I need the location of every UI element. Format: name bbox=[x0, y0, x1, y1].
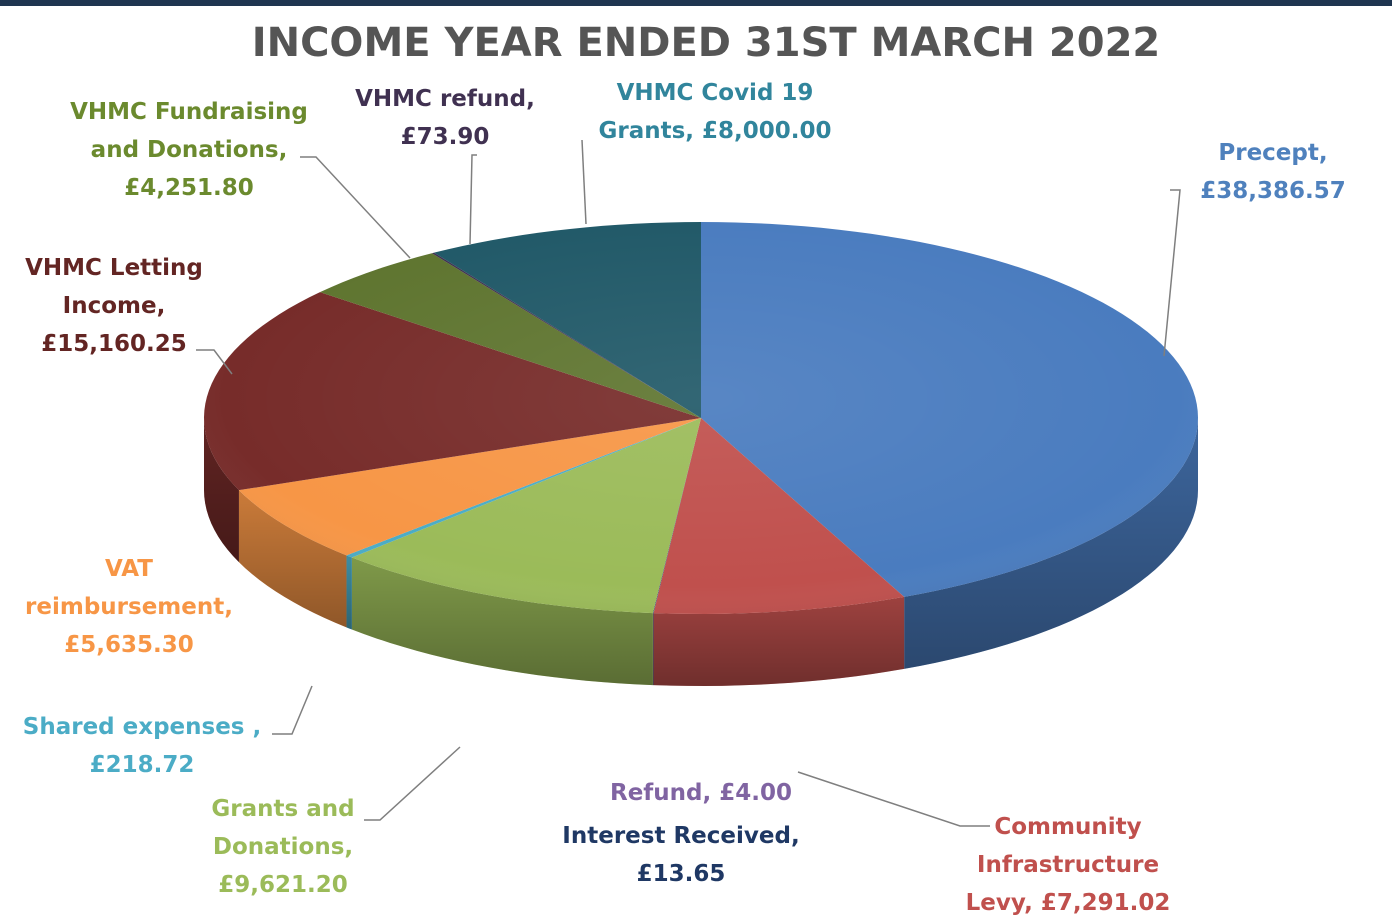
data-label-line: £5,635.30 bbox=[64, 632, 194, 658]
data-label-vhmc-refund: VHMC refund, £73.90 bbox=[355, 86, 535, 150]
leader-line-precept bbox=[1163, 189, 1181, 357]
leader-line-shared-expenses bbox=[272, 685, 313, 735]
data-label-line: VHMC refund, bbox=[355, 86, 535, 112]
leader-lines bbox=[196, 139, 1181, 827]
pie-side-shade-grants-and-donations bbox=[351, 557, 653, 686]
pie-top-faces bbox=[204, 222, 1198, 614]
data-label-line: Grants and bbox=[211, 796, 354, 822]
leader-line-vhmc-fundraising-and-donations bbox=[300, 156, 411, 259]
data-label-line: Interest Received, bbox=[562, 823, 799, 849]
data-label-line: Levy, £7,291.02 bbox=[966, 890, 1171, 916]
data-label-line: £218.72 bbox=[90, 752, 195, 778]
data-label-line: reimbursement, bbox=[25, 594, 233, 620]
window-top-border bbox=[0, 0, 1392, 6]
chart-title: INCOME YEAR ENDED 31ST MARCH 2022 bbox=[252, 20, 1161, 66]
data-label-line: £15,160.25 bbox=[41, 331, 187, 357]
data-label-interest-received: Interest Received, £13.65 bbox=[562, 823, 799, 887]
pie-top-sheen bbox=[204, 222, 1198, 614]
pie-side-shade-shared-expenses bbox=[346, 555, 352, 630]
pie-side-vhmc-letting-income bbox=[204, 418, 239, 563]
data-label-line: Infrastructure bbox=[977, 852, 1159, 878]
data-label-line: Shared expenses , bbox=[23, 714, 261, 740]
data-label-line: £13.65 bbox=[637, 861, 726, 887]
data-label-vhmc-covid-19-grants: VHMC Covid 19 Grants, £8,000.00 bbox=[598, 80, 831, 144]
data-labels: Precept, £38,386.57 Community Infrastructur… bbox=[23, 80, 1346, 916]
pie-side-precept bbox=[904, 418, 1198, 669]
data-label-vhmc-fundraising-and-donations: VHMC Fundraising and Donations, £4,251.80 bbox=[70, 99, 308, 201]
data-label-line: Grants, £8,000.00 bbox=[598, 118, 831, 144]
pie-side-vat-reimbursement bbox=[238, 490, 347, 628]
pie-side-shade-vat-reimbursement bbox=[238, 490, 347, 628]
data-label-line: VHMC Fundraising bbox=[70, 99, 308, 125]
data-label-vat-reimbursement: VAT reimbursement, £5,635.30 bbox=[25, 556, 233, 658]
data-label-community-infrastructure-levy: Community Infrastructure Levy, £7,291.02 bbox=[966, 814, 1171, 916]
data-label-vhmc-letting-income: VHMC Letting Income, £15,160.25 bbox=[25, 255, 203, 357]
pie-side-shade-community-infrastructure-levy bbox=[653, 596, 905, 686]
leader-line-community-infrastructure-levy bbox=[797, 771, 990, 827]
leader-line-vhmc-letting-income bbox=[196, 349, 233, 375]
data-label-line: Precept, bbox=[1218, 140, 1327, 166]
data-label-line: VHMC Letting bbox=[25, 255, 203, 281]
pie-side-shared-expenses bbox=[346, 555, 352, 630]
leader-line-vhmc-covid-19-grants bbox=[581, 139, 587, 225]
data-label-line: VAT bbox=[105, 556, 153, 582]
data-label-shared-expenses: Shared expenses , £218.72 bbox=[23, 714, 261, 778]
pie-side-shade-precept bbox=[904, 418, 1198, 669]
data-label-refund: Refund, £4.00 bbox=[610, 780, 792, 806]
data-label-line: Income, bbox=[63, 293, 166, 319]
data-label-line: £38,386.57 bbox=[1200, 178, 1346, 204]
pie-side-community-infrastructure-levy bbox=[653, 596, 905, 686]
leader-line-vhmc-refund bbox=[469, 154, 477, 245]
data-label-line: VHMC Covid 19 bbox=[617, 80, 814, 106]
pie-side-shade-vhmc-letting-income bbox=[204, 418, 239, 563]
pie-side-grants-and-donations bbox=[351, 557, 653, 686]
data-label-line: and Donations, bbox=[91, 137, 288, 163]
data-label-line: £9,621.20 bbox=[218, 872, 348, 898]
data-label-precept: Precept, £38,386.57 bbox=[1200, 140, 1346, 204]
data-label-grants-and-donations: Grants and Donations, £9,621.20 bbox=[211, 796, 354, 898]
data-label-line: Community bbox=[994, 814, 1141, 840]
leader-line-grants-and-donations bbox=[364, 746, 461, 821]
data-label-line: Donations, bbox=[213, 834, 353, 860]
data-label-line: £4,251.80 bbox=[124, 175, 254, 201]
pie-sides bbox=[204, 418, 1198, 686]
data-label-line: Refund, £4.00 bbox=[610, 780, 792, 806]
data-label-line: £73.90 bbox=[401, 124, 490, 150]
